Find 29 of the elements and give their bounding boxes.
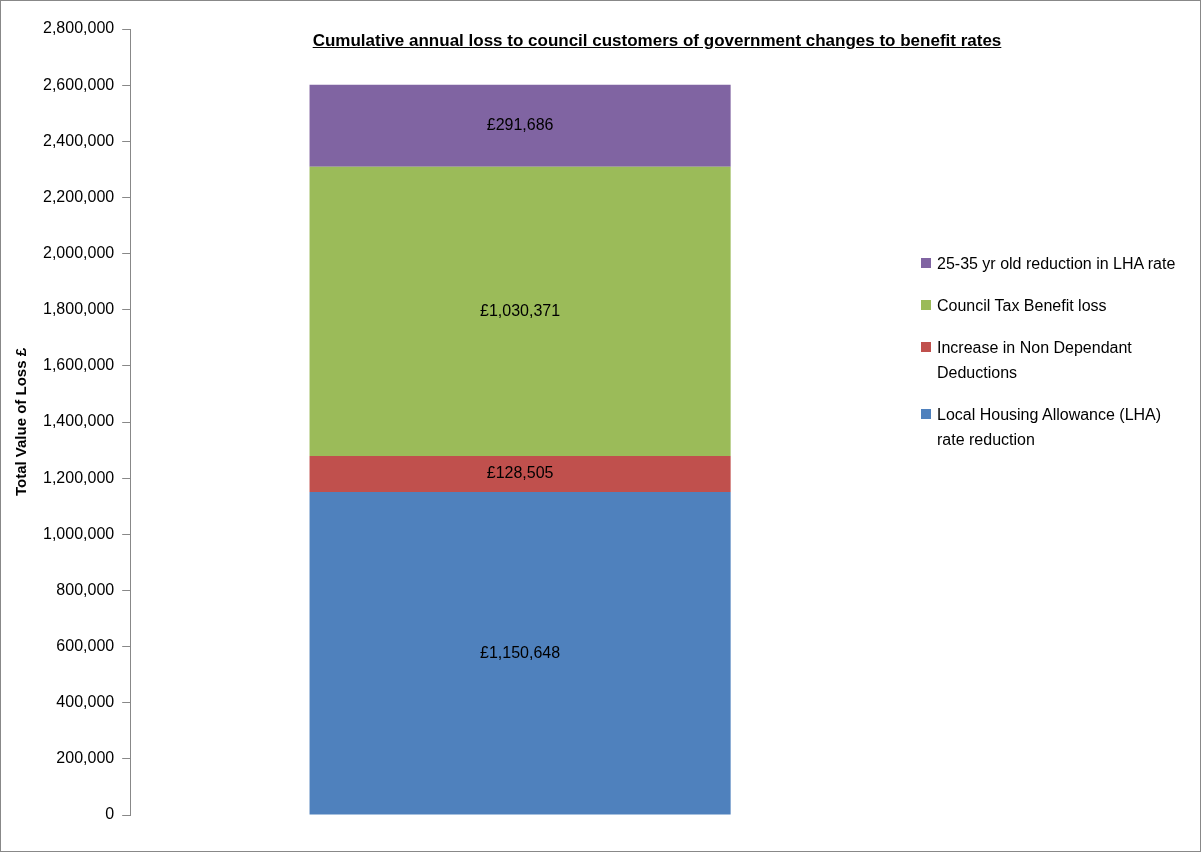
bar xyxy=(309,84,731,167)
y-tick-label: 1,200,000 xyxy=(42,468,115,486)
y-tick-label: 2,800,000 xyxy=(42,19,115,37)
y-tick-label: 200,000 xyxy=(56,749,115,767)
legend-label: Local Housing Allowance (LHA) rate reduction xyxy=(937,405,1163,450)
data-label: £1,150,648 xyxy=(480,643,561,661)
y-tick-label: 2,000,000 xyxy=(42,243,115,261)
y-axis-title: Total Value of Loss £ xyxy=(12,347,30,497)
y-tick-label: 600,000 xyxy=(56,636,115,654)
bar xyxy=(309,492,731,815)
legend-label: 25-35 yr old reduction in LHA rate xyxy=(937,254,1176,274)
bar xyxy=(309,166,731,456)
y-tick-label: 800,000 xyxy=(56,580,115,598)
y-tick-label: 2,400,000 xyxy=(42,131,115,149)
y-tick-label: 1,800,000 xyxy=(42,300,115,318)
y-tick-label: 0 xyxy=(105,805,115,823)
legend-label: Council Tax Benefit loss xyxy=(937,296,1107,316)
legend-label: Increase in Non Dependant Deductions xyxy=(937,338,1133,383)
y-tick-label: 2,200,000 xyxy=(42,187,115,205)
y-tick-label: 400,000 xyxy=(56,693,115,711)
data-label: £291,686 xyxy=(486,116,554,134)
data-label: £128,505 xyxy=(486,464,554,482)
y-tick-label: 1,400,000 xyxy=(42,412,115,430)
y-tick-label: 1,000,000 xyxy=(42,524,115,542)
y-tick-label: 2,600,000 xyxy=(42,75,115,93)
chart-title: Cumulative annual loss to council customers of government changes to benefit rates xyxy=(311,31,1003,51)
y-tick-label: 1,600,000 xyxy=(42,356,115,374)
bar xyxy=(309,455,731,492)
data-label: £1,030,371 xyxy=(480,301,561,319)
